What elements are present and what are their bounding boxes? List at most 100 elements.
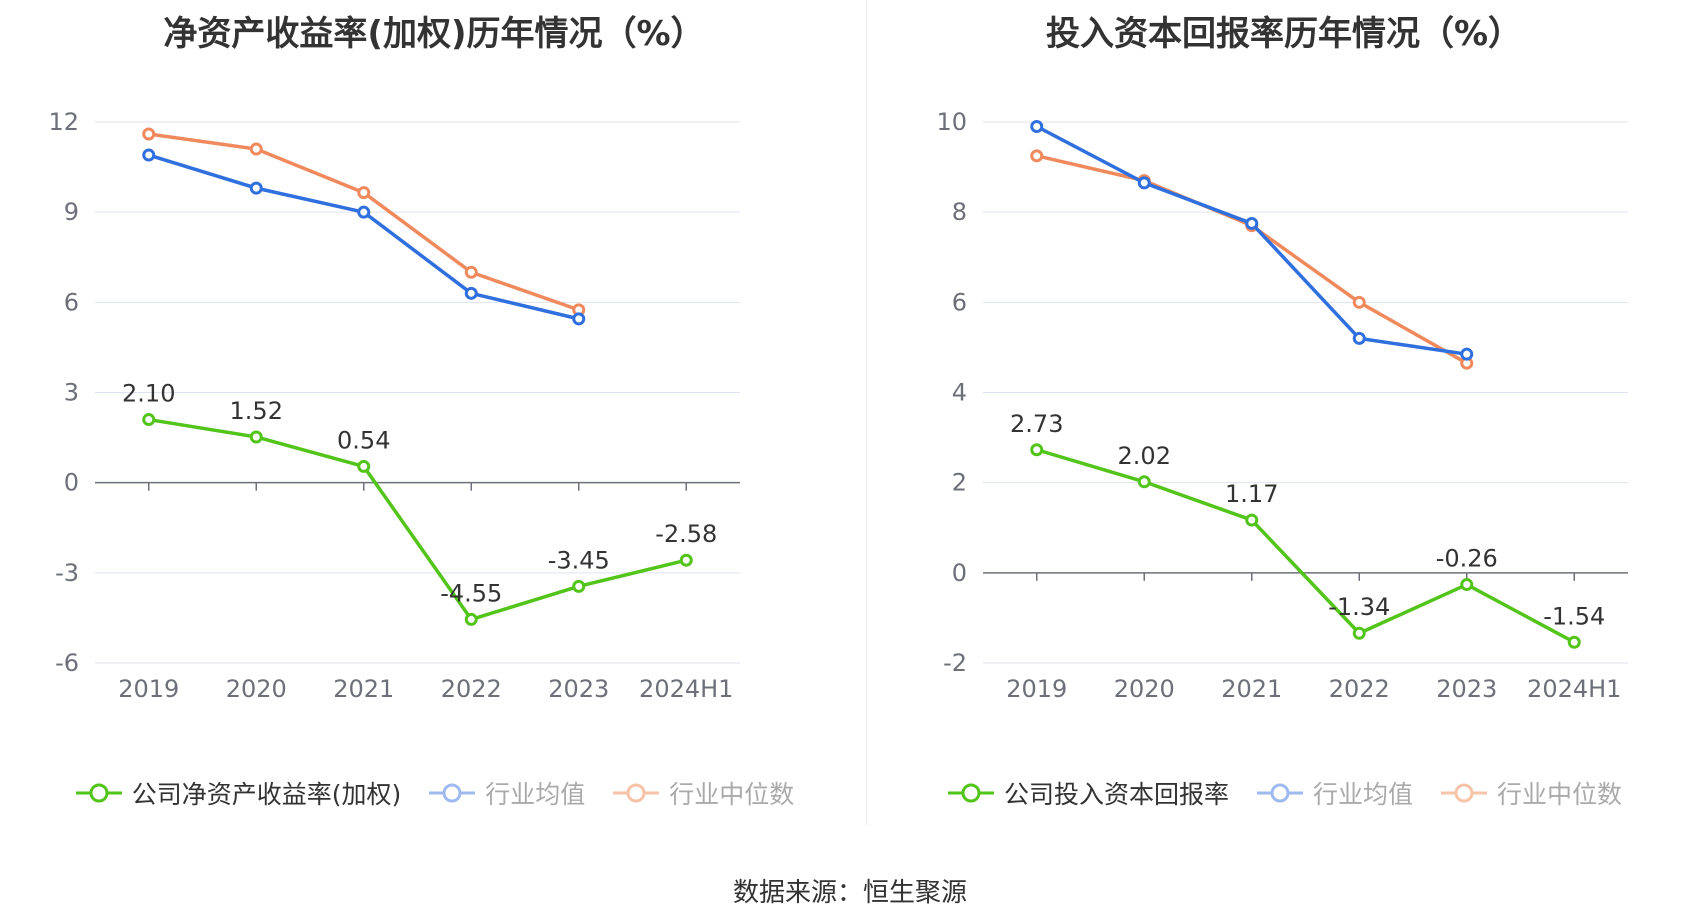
- data-label: 2.10: [122, 380, 175, 408]
- legend-item-industry-median[interactable]: 行业中位数: [1439, 775, 1622, 811]
- x-tick-label: 2020: [226, 675, 287, 703]
- series-line-median: [1036, 154, 1468, 365]
- data-label: 1.52: [230, 397, 283, 425]
- legend-median-marker-icon: [613, 783, 660, 803]
- y-tick-label: -2: [943, 649, 967, 677]
- data-label: -0.26: [1436, 545, 1498, 573]
- data-point-company: [464, 612, 478, 626]
- data-point-median: [142, 127, 156, 141]
- roe-chart-panel: 净资产收益率(加权)历年情况（%） 12 9 6 3 0 -3 -6 2019 2020 2021…: [0, 0, 868, 830]
- legend-label: 行业均值: [485, 780, 586, 809]
- series-line-median: [148, 132, 580, 312]
- y-tick-label: 6: [64, 288, 79, 316]
- chart-title: 投入资本回报率历年情况（%）: [1045, 14, 1523, 54]
- legend-item-industry-average[interactable]: 行业均值: [427, 775, 585, 811]
- data-point-company: [572, 579, 586, 593]
- panel-divider: [866, 0, 867, 825]
- y-tick-label: -3: [55, 559, 79, 587]
- data-label: 1.17: [1225, 480, 1278, 508]
- x-tick-label: 2024H1: [1527, 675, 1621, 703]
- y-tick-label: 0: [64, 469, 79, 497]
- data-point-company: [1137, 475, 1151, 489]
- chart-legend: 公司投入资本回报率 行业均值 行业中位数: [868, 775, 1700, 811]
- data-point-avg: [1137, 176, 1151, 190]
- x-tick-label: 2022: [1329, 675, 1390, 703]
- data-label: -2.58: [655, 520, 717, 548]
- data-point-company: [679, 553, 693, 567]
- y-tick-label: 10: [936, 108, 967, 136]
- data-point-company: [249, 430, 263, 444]
- legend-company-marker-icon: [75, 783, 122, 803]
- chart-title: 净资产收益率(加权)历年情况（%）: [163, 14, 705, 54]
- x-tick-label: 2019: [118, 675, 179, 703]
- legend-average-marker-icon: [1256, 783, 1303, 803]
- y-tick-label: 9: [64, 198, 79, 226]
- legend-label: 公司投入资本回报率: [1003, 780, 1229, 809]
- series-line-avg: [1035, 124, 1468, 356]
- series-line-company: [1036, 448, 1576, 644]
- x-tick-label: 2023: [548, 675, 609, 703]
- data-label: 2.02: [1118, 442, 1171, 470]
- data-point-company: [1352, 626, 1366, 640]
- data-point-avg: [464, 286, 478, 300]
- data-point-company: [357, 459, 371, 473]
- data-point-avg: [249, 181, 263, 195]
- data-point-company: [1030, 443, 1044, 457]
- legend-label: 公司净资产收益率(加权): [131, 780, 402, 809]
- data-point-avg: [1352, 331, 1366, 345]
- y-tick-label: 2: [952, 469, 967, 497]
- legend-item-industry-median[interactable]: 行业中位数: [611, 775, 794, 811]
- legend-item-company[interactable]: 公司净资产收益率(加权): [74, 775, 402, 811]
- legend-label: 行业中位数: [669, 780, 795, 809]
- x-tick-label: 2023: [1436, 675, 1497, 703]
- legend-label: 行业均值: [1312, 780, 1413, 809]
- data-label: -1.54: [1543, 602, 1605, 630]
- data-point-median: [357, 186, 371, 200]
- data-point-avg: [357, 205, 371, 219]
- legend-average-marker-icon: [429, 783, 476, 803]
- series-line-company: [148, 417, 687, 622]
- legend-item-industry-average[interactable]: 行业均值: [1255, 775, 1413, 811]
- data-label: 0.54: [337, 426, 390, 454]
- y-tick-label: 6: [952, 288, 967, 316]
- data-point-company: [1567, 635, 1581, 649]
- roe-line-chart: 12 9 6 3 0 -3 -6 2019 2020 2021 2022 2023 2024H1 2.10…: [48, 108, 740, 703]
- series-line-avg: [148, 153, 580, 321]
- data-point-company: [1245, 513, 1259, 527]
- y-tick-label: 3: [64, 379, 79, 407]
- legend-median-marker-icon: [1441, 783, 1487, 803]
- x-tick-label: 2021: [333, 675, 394, 703]
- data-point-avg: [1030, 120, 1044, 134]
- data-point-avg: [142, 148, 156, 162]
- data-point-company: [142, 413, 156, 427]
- y-tick-label: 0: [952, 559, 967, 587]
- y-tick-label: -6: [55, 649, 79, 677]
- legend-item-company[interactable]: 公司投入资本回报率: [946, 775, 1229, 811]
- data-label: -1.34: [1328, 593, 1390, 621]
- data-point-median: [464, 265, 478, 279]
- legend-company-marker-icon: [947, 783, 994, 803]
- y-tick-label: 8: [952, 198, 967, 226]
- data-point-median: [1030, 149, 1044, 163]
- roic-line-chart: 10 8 6 4 2 0 -2 2019 2020 2021 2022 2023 2024H1 2.73 2…: [936, 108, 1628, 703]
- data-label: 2.73: [1010, 410, 1063, 438]
- legend-label: 行业中位数: [1497, 780, 1623, 809]
- x-tick-label: 2022: [441, 675, 502, 703]
- x-tick-label: 2024H1: [639, 675, 733, 703]
- data-label: -3.45: [548, 546, 610, 574]
- data-label: -4.55: [440, 579, 502, 607]
- data-point-median: [249, 142, 263, 156]
- data-point-company: [1460, 578, 1474, 592]
- y-tick-label: 4: [952, 379, 967, 407]
- data-point-avg: [1460, 347, 1474, 361]
- chart-legend: 公司净资产收益率(加权) 行业均值 行业中位数: [0, 775, 868, 811]
- roic-chart-panel: 投入资本回报率历年情况（%） 10 8 6 4 2 0 -2 2019 2020 2021 2022…: [868, 0, 1700, 830]
- data-point-avg: [572, 312, 586, 326]
- data-point-median: [1352, 295, 1366, 309]
- x-tick-label: 2019: [1006, 675, 1067, 703]
- x-tick-label: 2021: [1221, 675, 1282, 703]
- x-tick-label: 2020: [1114, 675, 1175, 703]
- data-point-avg: [1245, 216, 1259, 230]
- data-source-note: 数据来源：恒生聚源: [732, 878, 967, 908]
- y-tick-label: 12: [48, 108, 79, 136]
